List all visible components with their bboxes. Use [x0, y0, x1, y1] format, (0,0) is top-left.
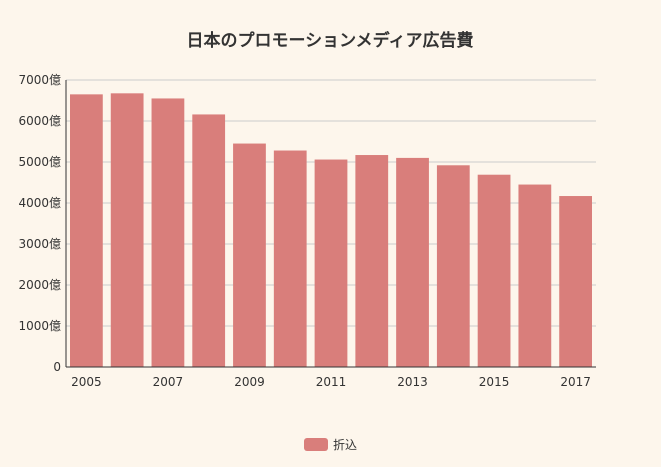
bar[interactable]	[355, 155, 389, 367]
x-tick-label: 2017	[560, 375, 591, 389]
bar[interactable]	[273, 150, 307, 367]
x-tick-label: 2009	[234, 375, 265, 389]
bar[interactable]	[314, 159, 348, 367]
bar[interactable]	[518, 184, 552, 367]
legend-label[interactable]: 折込	[333, 437, 357, 452]
y-tick-label: 0	[53, 360, 61, 374]
y-tick-label: 5000億	[18, 155, 61, 169]
legend[interactable]: 折込	[304, 437, 357, 452]
bar[interactable]	[151, 98, 185, 367]
y-tick-label: 3000億	[18, 237, 61, 251]
axes: 0 1000億 2000億 3000億 4000億 5000億 6000億 7000億 2005…	[18, 73, 596, 389]
y-tick-label: 7000億	[18, 73, 61, 87]
bar[interactable]	[559, 196, 592, 367]
chart-title: 日本のプロモーションメディア広告費	[187, 30, 474, 51]
y-tick-label: 2000億	[18, 278, 61, 292]
y-tick-label: 1000億	[18, 319, 61, 333]
bar[interactable]	[477, 174, 511, 367]
x-tick-label: 2013	[397, 375, 428, 389]
bar[interactable]	[436, 165, 470, 367]
x-tick-label: 2011	[316, 375, 347, 389]
y-tick-label: 6000億	[18, 114, 61, 128]
x-tick-label: 2005	[71, 375, 102, 389]
y-tick-label: 4000億	[18, 196, 61, 210]
bar[interactable]	[233, 143, 266, 367]
x-tick-label: 2007	[153, 375, 184, 389]
bar[interactable]	[396, 157, 429, 367]
legend-swatch[interactable]	[304, 438, 328, 451]
bar[interactable]	[70, 94, 103, 367]
bar[interactable]	[110, 93, 144, 367]
bar[interactable]	[192, 114, 226, 367]
bars	[70, 93, 592, 367]
x-tick-label: 2015	[479, 375, 510, 389]
